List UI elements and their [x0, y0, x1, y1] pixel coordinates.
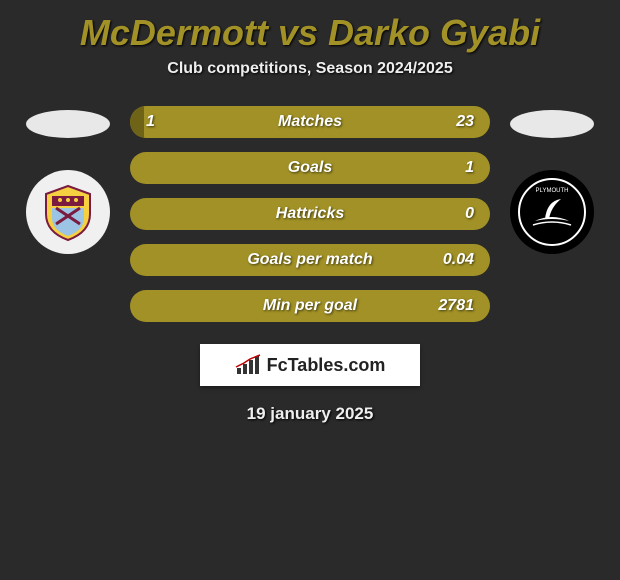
stat-label: Matches — [278, 113, 342, 131]
stat-value-left: 1 — [146, 113, 155, 131]
right-club-badge: PLYMOUTH — [510, 170, 594, 254]
stat-value-right: 2781 — [438, 297, 474, 315]
stats-column: 1 Matches 23 Goals 1 Hattricks 0 Goals per matc… — [130, 106, 490, 322]
stat-bar: Goals per match 0.04 — [130, 244, 490, 276]
stat-bar: 1 Matches 23 — [130, 106, 490, 138]
stat-value-right: 0.04 — [443, 251, 474, 269]
page-title: McDermott vs Darko Gyabi — [0, 0, 620, 60]
comparison-card: McDermott vs Darko Gyabi Club competitio… — [0, 0, 620, 444]
stat-label: Goals — [288, 159, 332, 177]
right-column: PLYMOUTH — [502, 106, 602, 254]
stat-value-right: 23 — [456, 113, 474, 131]
stat-value-right: 1 — [465, 159, 474, 177]
stat-fill-left — [130, 106, 144, 138]
stat-bar: Min per goal 2781 — [130, 290, 490, 322]
left-player-placeholder — [26, 110, 110, 138]
stat-label: Hattricks — [276, 205, 344, 223]
stat-bar: Hattricks 0 — [130, 198, 490, 230]
main-row: 1 Matches 23 Goals 1 Hattricks 0 Goals per matc… — [0, 106, 620, 322]
burnley-crest-icon — [38, 182, 98, 242]
date-text: 19 january 2025 — [0, 404, 620, 424]
left-club-badge — [26, 170, 110, 254]
stat-label: Min per goal — [263, 297, 357, 315]
plymouth-crest-icon: PLYMOUTH — [517, 177, 587, 247]
stat-bar: Goals 1 — [130, 152, 490, 184]
subtitle: Club competitions, Season 2024/2025 — [0, 60, 620, 78]
left-column — [18, 106, 118, 254]
stat-label: Goals per match — [247, 251, 372, 269]
brand-box[interactable]: FcTables.com — [200, 344, 420, 386]
stat-value-right: 0 — [465, 205, 474, 223]
svg-text:PLYMOUTH: PLYMOUTH — [536, 188, 569, 194]
bar-chart-icon — [235, 354, 261, 376]
right-player-placeholder — [510, 110, 594, 138]
brand-text: FcTables.com — [267, 355, 386, 376]
